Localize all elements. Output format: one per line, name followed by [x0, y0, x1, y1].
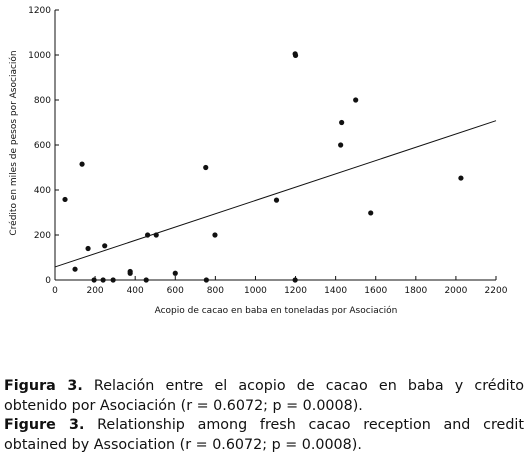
caption-es-text-1: Relación entre el acopio de cacao en bab…	[93, 378, 524, 394]
y-tick-label: 1200	[28, 6, 51, 16]
y-tick-label: 600	[34, 141, 51, 151]
data-point	[368, 210, 374, 216]
data-points	[62, 51, 464, 283]
y-axis-label: Crédito en miles de pesos por Asociación	[8, 50, 19, 235]
data-point	[110, 277, 116, 283]
data-point	[72, 266, 78, 272]
x-tick-label: 1200	[284, 286, 307, 296]
x-tick-label: 1600	[364, 286, 387, 296]
x-axis-label: Acopio de cacao en baba en toneladas por…	[155, 305, 398, 316]
y-tick-label: 200	[34, 231, 51, 241]
y-tick-label: 400	[34, 186, 51, 196]
caption-en-label: Figure 3.	[4, 417, 85, 433]
caption-en-line-1: Figure 3. Relationship among fresh cacao…	[4, 416, 524, 436]
data-point	[273, 197, 280, 203]
data-point	[91, 277, 97, 283]
data-point	[145, 232, 151, 238]
data-point	[292, 52, 299, 59]
caption-en-line-2: obtained by Association (r = 0.6072; p =…	[4, 436, 362, 453]
data-point	[62, 196, 68, 203]
figure-caption: Figura 3. Relación entre el acopio de ca…	[4, 377, 524, 455]
caption-es-line-2: obtenido por Asociación (r = 0.6072; p =…	[4, 397, 363, 414]
caption-es-line-1: Figura 3. Relación entre el acopio de ca…	[4, 377, 524, 397]
data-point	[172, 270, 178, 276]
data-point	[127, 270, 133, 276]
caption-es-label: Figura 3.	[4, 378, 83, 394]
x-tick-label: 800	[207, 286, 224, 296]
data-point	[353, 97, 359, 103]
chart-svg: 0 200 400 600 800 1000 1200 1400 1600 1800 2000 220…	[8, 6, 508, 316]
data-point	[79, 161, 85, 167]
scatter-chart: 0 200 400 600 800 1000 1200 1400 1600 1800 2000 220…	[8, 6, 508, 316]
data-point	[102, 243, 108, 249]
regression-line	[54, 120, 497, 268]
data-point	[292, 277, 298, 283]
data-point	[338, 142, 344, 148]
x-tick-label: 600	[167, 286, 184, 296]
x-tick-label: 200	[86, 286, 103, 296]
x-tick-label: 1000	[244, 286, 267, 296]
ticks: 0 200 400 600 800 1000 1200 1400 1600 1800 2000 220…	[28, 6, 508, 296]
trendline-layer	[54, 120, 497, 268]
data-point	[85, 245, 91, 252]
data-point	[100, 277, 106, 283]
y-tick-label: 1000	[28, 51, 51, 61]
x-tick-label: 2000	[444, 286, 467, 296]
x-tick-label: 2200	[485, 286, 508, 296]
data-point	[143, 277, 149, 283]
data-point	[458, 175, 464, 181]
data-point	[339, 119, 345, 126]
x-tick-label: 1800	[404, 286, 427, 296]
x-tick-label: 400	[127, 286, 144, 296]
caption-en-text-1: Relationship among fresh cacao reception…	[97, 417, 524, 433]
y-tick-label: 0	[45, 276, 51, 286]
data-point	[212, 232, 218, 238]
data-point	[153, 232, 159, 238]
x-tick-label: 0	[52, 286, 58, 296]
x-tick-label: 1400	[324, 286, 347, 296]
y-tick-label: 800	[34, 96, 51, 106]
data-point	[203, 277, 209, 283]
axes	[54, 10, 496, 281]
data-point	[203, 164, 209, 171]
